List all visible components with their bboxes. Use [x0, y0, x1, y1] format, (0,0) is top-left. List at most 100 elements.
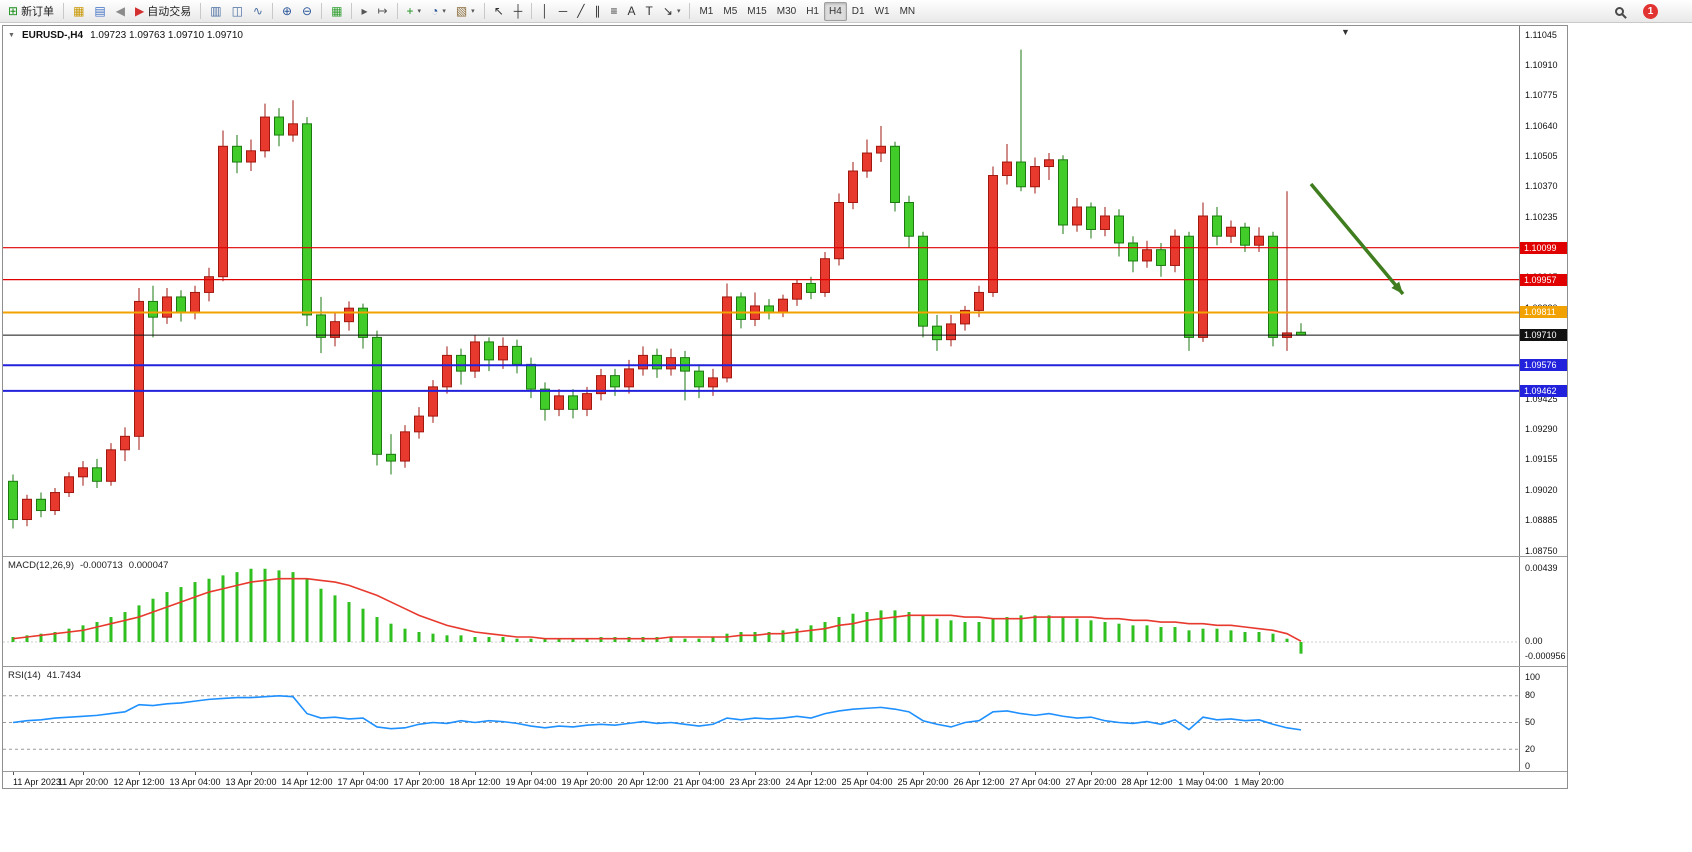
price-axis-label: 1.10370 — [1525, 181, 1558, 192]
zoom-out-button[interactable]: ⊖ — [297, 2, 317, 21]
candle — [414, 415, 424, 433]
text-icon: A — [627, 4, 636, 18]
candle — [1002, 161, 1012, 177]
timeframe-d1-button[interactable]: D1 — [847, 2, 870, 21]
horizontal-line-button[interactable]: ─ — [554, 2, 573, 21]
zoom-in-button[interactable]: ⊕ — [277, 2, 297, 21]
fibonacci-button[interactable]: ≡ — [606, 2, 623, 21]
toolbar: ⊞ 新订单 ▦ ▤ ◀ ▶ 自动交易 ▥ ◫ ∿ ⊕ ⊖ ▦ ▸ ↦ + ▾ ◔ ▾ ▧ ▾ ↖ ┼ │ ─ ╱ ∥ ≡ A T ↘ ▾ M1 M… — [0, 0, 1692, 23]
candle — [442, 354, 452, 388]
rsi-name: RSI(14) — [8, 670, 41, 681]
timeframe-mn-button[interactable]: MN — [895, 2, 921, 21]
zoom-in-icon: ⊕ — [281, 4, 293, 18]
candle — [890, 145, 900, 204]
crosshair-button[interactable]: ┼ — [509, 2, 528, 21]
candle — [694, 370, 704, 388]
price-chart[interactable] — [3, 26, 1519, 556]
time-axis-label: 1 May 04:00 — [1178, 777, 1228, 787]
search-icon — [1615, 7, 1624, 16]
panel-separator[interactable] — [3, 666, 1567, 667]
time-axis-label: 20 Apr 12:00 — [617, 777, 669, 787]
candle — [1226, 226, 1236, 237]
macd-signal-line — [12, 577, 1302, 642]
new-order-button-label: 新订单 — [21, 6, 55, 18]
horizontal-line-icon: ─ — [558, 4, 568, 18]
rsi-chart[interactable] — [3, 667, 1519, 771]
time-axis[interactable]: 11 Apr 2023 11 Apr 20:00 12 Apr 12:00 13 Ap… — [3, 772, 1519, 790]
arrows-button[interactable]: ↘ ▾ — [658, 2, 686, 21]
timeframe-m5-button[interactable]: M5 — [718, 2, 742, 21]
auto-scroll-button[interactable]: ▸ — [356, 2, 372, 21]
macd-axis: 0.00439 0.00 -0.000956 — [1520, 557, 1567, 666]
panel-separator[interactable] — [3, 556, 1567, 557]
candle — [918, 235, 928, 327]
tile-windows-button[interactable]: ▦ — [326, 2, 347, 21]
candles-icon: ◫ — [231, 4, 243, 18]
candle — [64, 476, 74, 494]
cursor-button[interactable]: ↖ — [489, 2, 509, 21]
indicators-button[interactable]: + ▾ — [402, 2, 427, 21]
line-chart-icon: ∿ — [252, 4, 263, 18]
periods-button[interactable]: ◔ ▾ — [426, 2, 451, 21]
chart-shift-marker-icon[interactable]: ▼ — [1341, 27, 1350, 37]
timeframe-m1-button[interactable]: M1 — [694, 2, 718, 21]
rsi-axis-0: 0 — [1525, 761, 1531, 771]
candle — [470, 341, 480, 372]
timeframe-d1-button-label: D1 — [851, 5, 865, 17]
chart-shift-button[interactable]: ↦ — [372, 2, 392, 21]
candle — [904, 202, 914, 237]
candlestick-button[interactable]: ◫ — [227, 2, 248, 21]
candle — [1142, 249, 1152, 262]
timeframe-h4-button[interactable]: H4 — [823, 1, 847, 21]
price-axis[interactable]: 1.11045 1.10910 1.10775 1.10640 1.10505 1.103… — [1520, 26, 1567, 556]
trendline-button[interactable]: ╱ — [572, 2, 589, 21]
candle — [1212, 215, 1222, 237]
profiles-button[interactable]: ▤ — [89, 2, 110, 21]
autotrading-button[interactable]: ▶ 自动交易 — [130, 2, 196, 21]
candle — [1240, 226, 1250, 246]
candle — [400, 431, 410, 462]
timeframe-w1-button[interactable]: W1 — [870, 2, 895, 21]
templates-button[interactable]: ▧ ▾ — [451, 2, 480, 21]
new-order-button[interactable]: ⊞ 新订单 — [3, 2, 59, 21]
candle — [456, 354, 466, 372]
bar-chart-button[interactable]: ▥ — [205, 2, 226, 21]
candle — [1128, 242, 1138, 262]
rsi-label: RSI(14) 41.7434 — [8, 670, 81, 681]
symbol-dropdown-icon[interactable]: ▼ — [8, 32, 15, 39]
text-button[interactable]: A — [623, 2, 641, 21]
timeframe-h1-button[interactable]: H1 — [801, 2, 824, 21]
time-axis-tick — [531, 772, 532, 775]
channel-button[interactable]: ∥ — [590, 2, 606, 21]
line-chart-button[interactable]: ∿ — [248, 2, 268, 21]
timeframe-h4-button-label: H4 — [828, 5, 842, 17]
timeframe-h1-button-label: H1 — [806, 5, 819, 17]
profiles-icon: ▤ — [94, 4, 106, 18]
vertical-line-button[interactable]: │ — [536, 2, 554, 21]
macd-chart[interactable] — [3, 557, 1519, 666]
candle — [1030, 166, 1040, 188]
candle — [1016, 161, 1026, 188]
chart-shift-icon: ↦ — [377, 4, 388, 18]
trend-arrow-object[interactable] — [1309, 182, 1405, 296]
price-axis-label: 1.09425 — [1525, 393, 1558, 404]
text-label-button[interactable]: T — [641, 2, 658, 21]
crosshair-icon: ┼ — [513, 4, 523, 18]
caret-down-icon: ▾ — [417, 8, 422, 15]
notifications-badge[interactable]: 1 — [1643, 4, 1658, 19]
toolbar-separator — [271, 3, 273, 19]
toolbar-separator — [531, 3, 533, 19]
vertical-line-icon: │ — [541, 4, 549, 18]
macd-axis-max: 0.00439 — [1525, 563, 1558, 573]
timeframe-m30-button-label: M30 — [776, 5, 797, 17]
new-chart-button[interactable]: ▦ — [68, 2, 89, 21]
search-button[interactable] — [1610, 2, 1629, 21]
timeframe-m15-button[interactable]: M15 — [742, 2, 771, 21]
macd-axis-zero: 0.00 — [1525, 636, 1543, 646]
time-axis-tick — [139, 772, 140, 775]
alerts-button[interactable]: ◀ — [111, 2, 130, 21]
rsi-axis-20: 20 — [1525, 744, 1536, 754]
timeframe-m30-button[interactable]: M30 — [772, 2, 801, 21]
macd-main-value: -0.000713 — [80, 560, 123, 571]
price-axis-label: 1.10235 — [1525, 211, 1558, 222]
